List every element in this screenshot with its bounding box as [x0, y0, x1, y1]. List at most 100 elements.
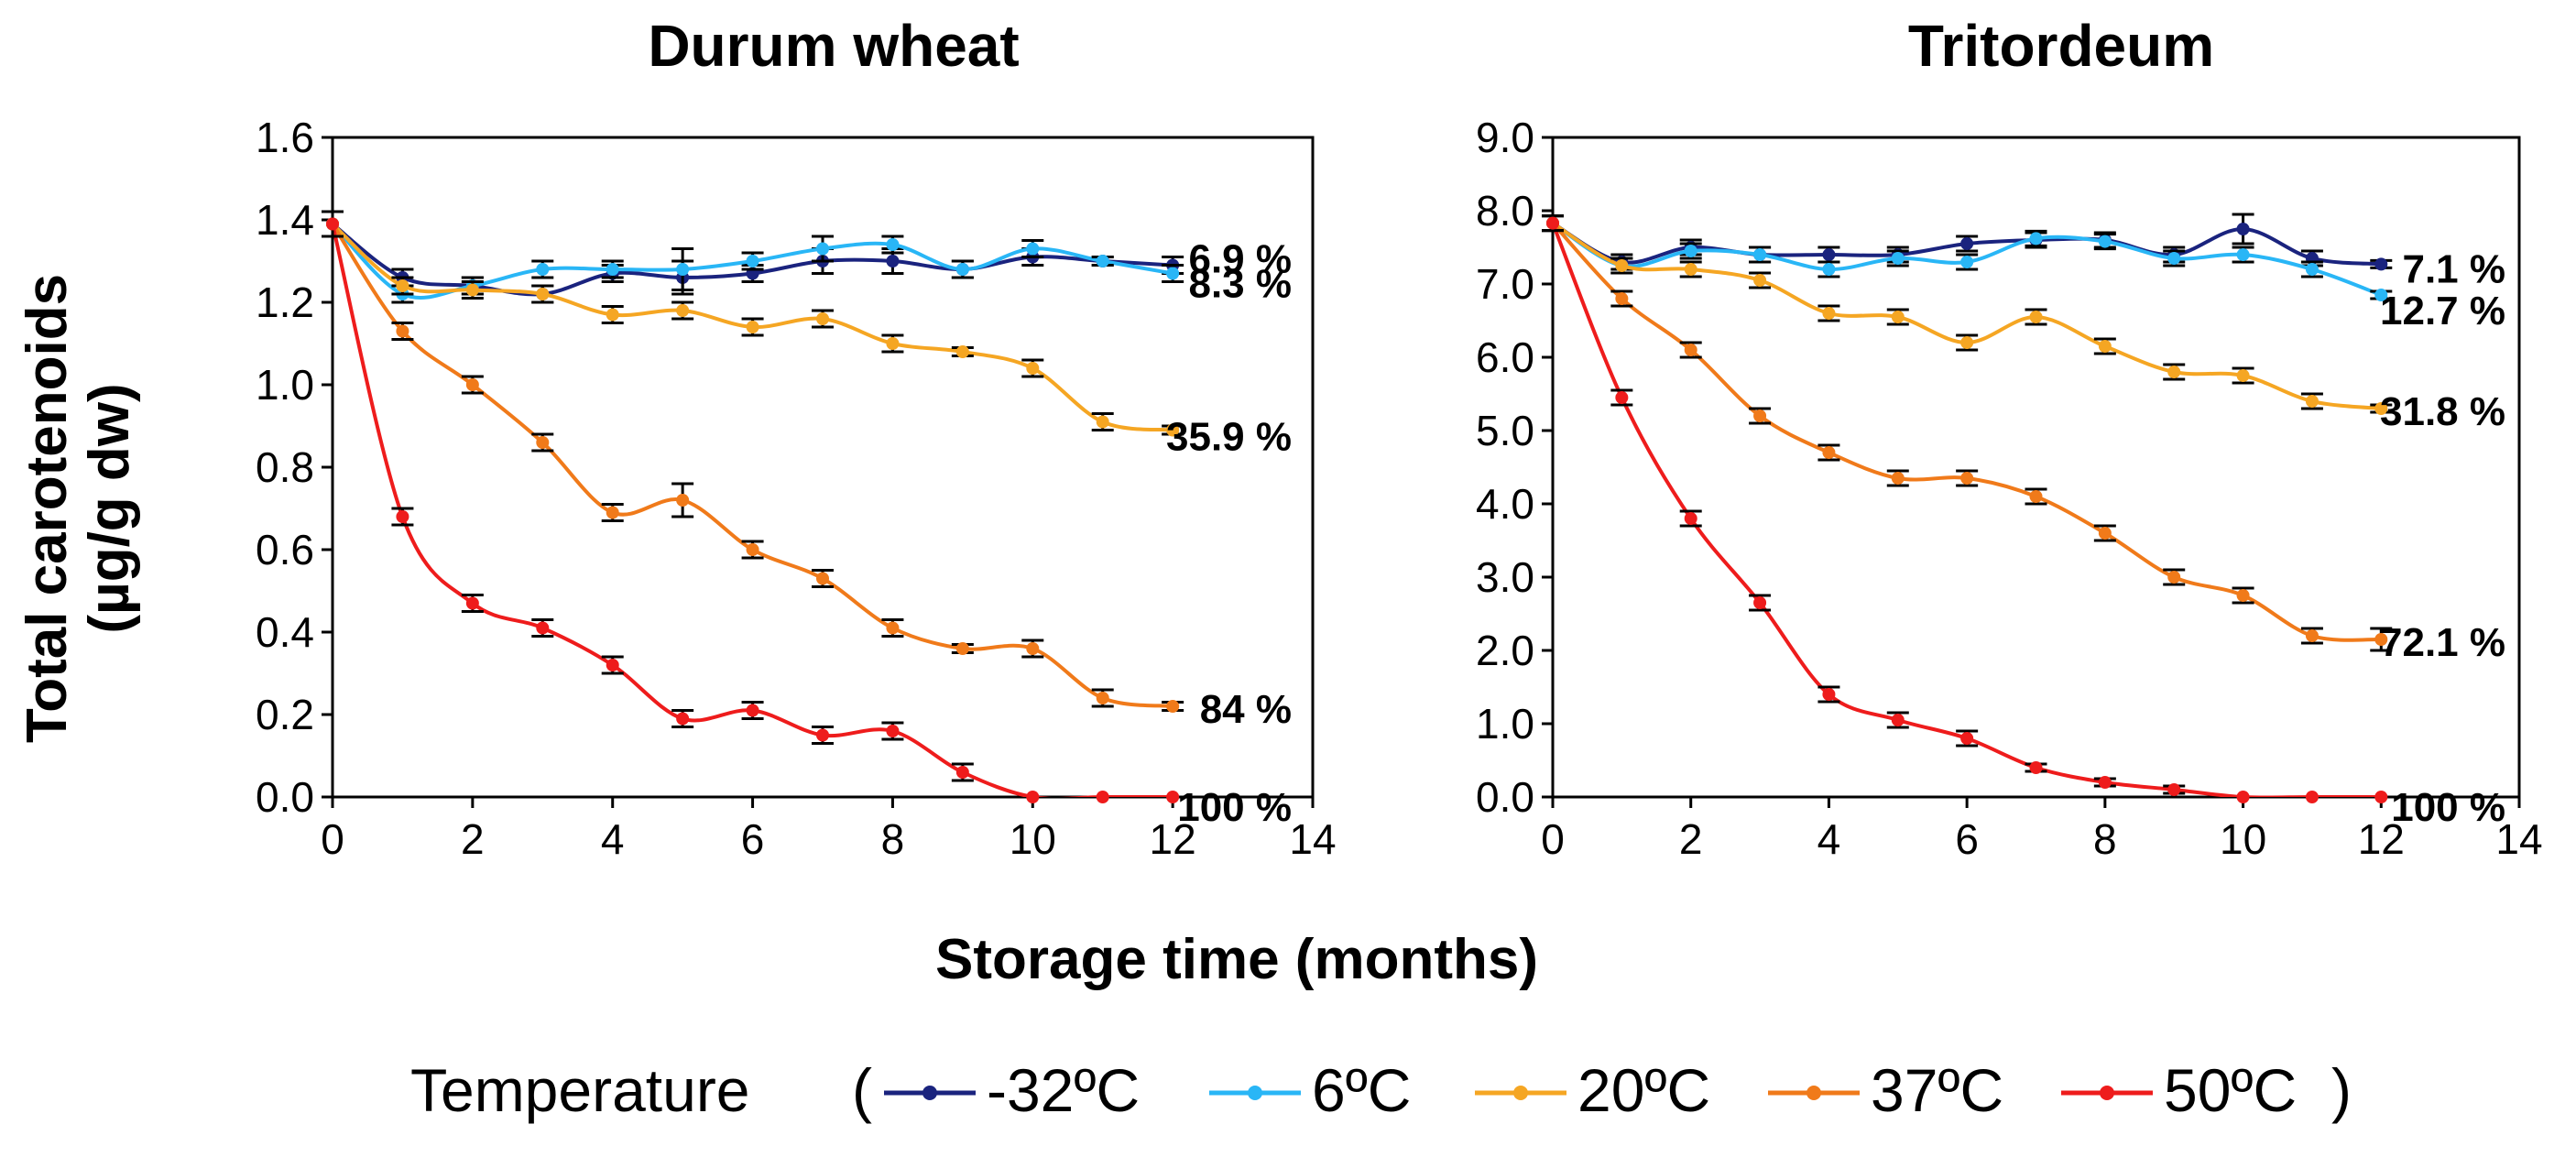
y-tick-label: 4.0 — [1476, 480, 1534, 528]
legend-label: -32ºC — [987, 1056, 1140, 1124]
data-point — [1166, 423, 1180, 437]
data-point — [1096, 415, 1109, 429]
legend-swatch-marker — [1806, 1086, 1821, 1100]
x-tick-label: 12 — [1150, 815, 1196, 863]
data-point — [1026, 791, 1040, 803]
data-point — [1753, 248, 1767, 261]
data-point — [396, 324, 409, 338]
data-point — [465, 378, 479, 391]
x-tick-label: 2 — [461, 815, 485, 863]
legend-swatch-marker — [922, 1086, 937, 1100]
data-point — [1546, 216, 1559, 230]
data-point — [536, 288, 550, 300]
y-tick-label: 0.2 — [256, 691, 314, 738]
end-label-6c: 12.7 % — [2380, 289, 2505, 333]
data-point — [2236, 223, 2250, 235]
plot-frame — [1551, 136, 2521, 799]
y-tick-label: 2.0 — [1476, 627, 1534, 674]
data-point — [886, 255, 900, 267]
data-point — [1891, 472, 1905, 485]
data-point — [1891, 714, 1905, 726]
data-point — [816, 242, 829, 256]
data-point — [1096, 692, 1109, 704]
data-point — [1822, 688, 1836, 701]
data-point — [1822, 307, 1836, 320]
legend-label: 50ºC — [2164, 1056, 2297, 1124]
legend: Temperature ( -32ºC 6ºC 20ºC 37ºC 50ºC ) — [410, 1056, 2352, 1124]
data-point — [2029, 761, 2043, 774]
data-point — [2374, 257, 2388, 271]
data-point — [396, 510, 409, 523]
data-point — [536, 263, 550, 276]
x-tick-label: 14 — [2495, 815, 2542, 863]
x-tick-label: 6 — [1955, 815, 1979, 863]
x-tick-label: 8 — [881, 815, 905, 863]
data-point — [2236, 369, 2250, 382]
end-label-20c: 35.9 % — [1166, 415, 1292, 460]
data-point — [955, 263, 969, 276]
y-tick-label: 9.0 — [1476, 114, 1534, 161]
data-point — [465, 596, 479, 610]
data-point — [1026, 362, 1040, 375]
data-point — [746, 255, 759, 267]
end-label-32c: 6.9 % — [1188, 237, 1292, 282]
data-point — [1026, 642, 1040, 655]
data-point — [1891, 252, 1905, 265]
legend-label: 20ºC — [1577, 1056, 1710, 1124]
data-point — [2374, 289, 2388, 301]
data-point — [955, 345, 969, 358]
data-point — [886, 337, 900, 350]
x-axis-label: Storage time (months) — [935, 928, 1538, 991]
data-point — [396, 279, 409, 292]
x-tick-label: 8 — [2093, 815, 2117, 863]
data-point — [2167, 571, 2181, 584]
data-point — [955, 642, 969, 655]
data-point — [676, 712, 690, 726]
data-point — [2236, 248, 2250, 261]
legend-label: 37ºC — [1871, 1056, 2003, 1124]
y-axis-label-line1: Total carotenoids — [16, 274, 79, 743]
legend-item-50c: 50ºC — [2061, 1056, 2297, 1124]
data-point — [2305, 263, 2319, 276]
data-point — [1615, 391, 1629, 404]
legend-swatch-marker — [2100, 1086, 2114, 1100]
data-point — [1615, 292, 1629, 305]
data-point — [816, 572, 829, 585]
data-point — [606, 263, 619, 276]
data-point — [1684, 245, 1697, 257]
end-label-37c: 72.1 % — [2380, 620, 2505, 665]
series-20c — [322, 210, 1184, 437]
y-tick-label: 8.0 — [1476, 187, 1534, 235]
x-tick-label: 4 — [601, 815, 625, 863]
data-point — [886, 238, 900, 251]
data-point — [1166, 700, 1180, 713]
legend-close-paren: ) — [2331, 1056, 2352, 1124]
x-tick-label: 0 — [321, 815, 344, 863]
data-point — [1753, 409, 1767, 422]
data-point — [2374, 402, 2388, 415]
data-point — [2305, 395, 2319, 408]
y-axis-label-line2: (µg/g dw) — [78, 383, 141, 633]
data-point — [1753, 596, 1767, 609]
data-point — [465, 283, 479, 297]
legend-item-32c: -32ºC — [884, 1056, 1140, 1124]
end-label-20c: 31.8 % — [2380, 389, 2505, 434]
data-point — [676, 304, 690, 317]
panel-tritordeum: Tritordeum 0.0 1.0 2.0 3.0 4.0 5.0 6.0 7.0 8.0 9.0… — [1476, 13, 2543, 863]
data-point — [746, 704, 759, 717]
legend-label: 6ºC — [1312, 1056, 1411, 1124]
data-point — [2029, 311, 2043, 323]
data-point — [1684, 344, 1697, 356]
y-tick-label: 0.0 — [256, 773, 314, 821]
data-point — [1096, 255, 1109, 267]
legend-swatch-marker — [1248, 1086, 1262, 1100]
data-point — [1615, 259, 1629, 272]
legend-item-37c: 37ºC — [1768, 1056, 2003, 1124]
y-tick-label: 1.2 — [256, 278, 314, 326]
end-label-50c: 100 % — [2391, 785, 2505, 830]
y-tick-label: 1.6 — [256, 114, 314, 161]
data-point — [1822, 248, 1836, 261]
data-point — [2305, 629, 2319, 642]
data-point — [2029, 490, 2043, 503]
y-tick-label: 0.0 — [1476, 773, 1534, 821]
